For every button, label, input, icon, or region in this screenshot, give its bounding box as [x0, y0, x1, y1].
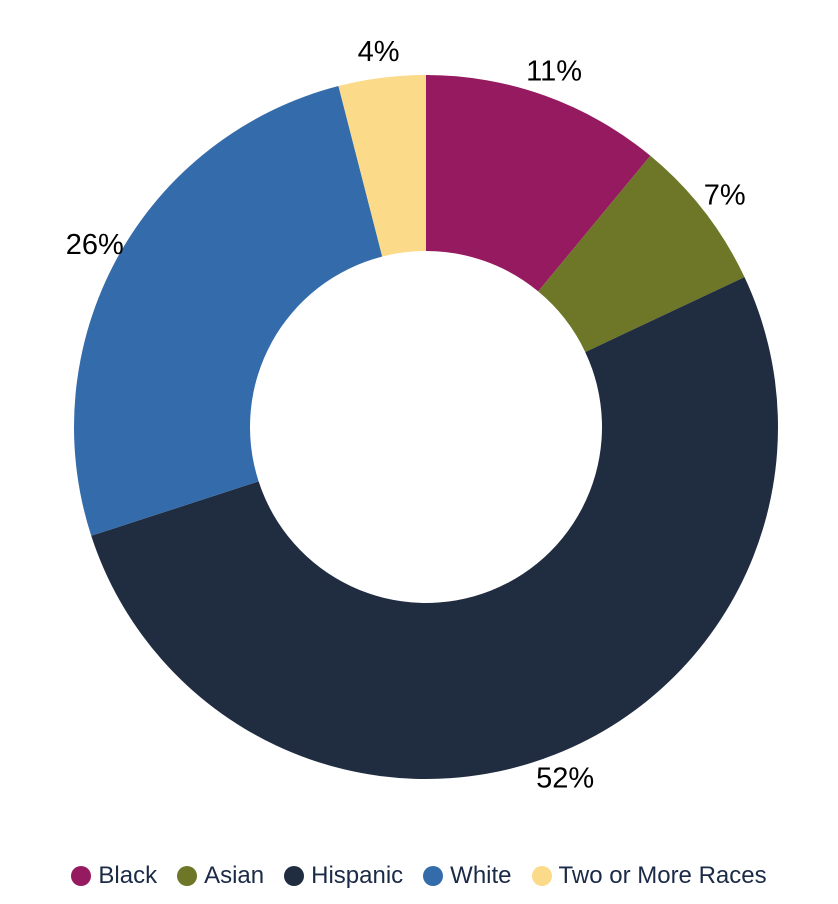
slice-hispanic — [91, 277, 779, 779]
legend-item-black: Black — [71, 862, 157, 890]
legend-swatch-black — [71, 866, 92, 886]
legend-label-two-or-more-races: Two or More Races — [558, 862, 767, 889]
legend-item-asian: Asian — [177, 862, 264, 890]
legend-swatch-asian — [177, 866, 198, 886]
legend-swatch-hispanic — [284, 866, 305, 886]
chart-legend: Black Asian Hispanic White Two or More Races — [0, 858, 838, 894]
label-black: 11% — [526, 55, 582, 87]
slice-two-or-more-races — [338, 75, 426, 257]
slice-labels: 11% 7% 52% 26% 4% — [66, 36, 746, 794]
legend-label-white: White — [450, 862, 512, 889]
label-hispanic: 52% — [536, 762, 594, 794]
legend-label-hispanic: Hispanic — [311, 862, 404, 889]
legend-item-hispanic: Hispanic — [284, 862, 403, 890]
legend-label-black: Black — [98, 862, 158, 889]
legend-item-two-or-more-races: Two or More Races — [531, 862, 767, 890]
slice-asian — [538, 155, 745, 353]
legend-swatch-white — [423, 866, 444, 886]
slice-white — [73, 86, 383, 536]
label-white: 26% — [66, 229, 124, 261]
label-two-or-more-races: 4% — [358, 36, 400, 68]
donut-slices — [73, 75, 779, 779]
legend-swatch-two-or-more-races — [531, 866, 552, 886]
slice-black — [426, 75, 651, 292]
label-asian: 7% — [704, 179, 746, 211]
legend-label-asian: Asian — [204, 862, 265, 889]
legend-item-white: White — [423, 862, 512, 890]
